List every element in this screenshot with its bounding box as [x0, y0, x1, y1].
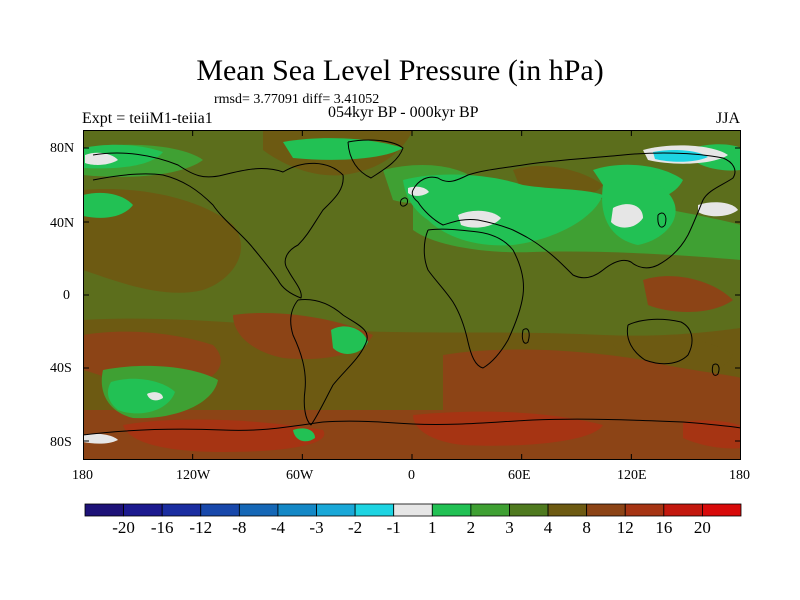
coastline-britain: [400, 197, 408, 207]
season-label: JJA: [716, 110, 741, 127]
field-zone: [83, 189, 242, 293]
colorbar-swatch: [586, 503, 626, 517]
colorbar-swatch: [161, 503, 202, 517]
colorbar-swatch: [238, 503, 279, 517]
pressure-map: [83, 130, 741, 460]
coastline-japan: [657, 212, 667, 228]
lat-label-0: 0: [63, 288, 70, 303]
colorbar-label: 16: [655, 518, 673, 537]
field-zone: [403, 174, 603, 246]
colorbar-label: -3: [309, 518, 324, 537]
colorbar-swatch: [547, 503, 588, 517]
colorbar-swatch: [200, 503, 240, 517]
field-zone: [147, 392, 163, 401]
field-zone: [698, 202, 738, 217]
colorbar-label: -2: [348, 518, 363, 537]
colorbar-label: 20: [693, 518, 711, 537]
colorbar-label: -20: [112, 518, 135, 537]
coastline-new-zealand: [711, 363, 720, 376]
colorbar-swatch: [354, 503, 395, 517]
coastline-north-america: [92, 152, 344, 299]
field-zone: [123, 419, 325, 452]
colorbar-swatch: [393, 503, 433, 517]
lon-label-120w: 120W: [176, 468, 211, 483]
lat-label-80s: 80S: [50, 435, 72, 450]
colorbar-swatch: [123, 503, 163, 517]
colorbar-label: -12: [189, 518, 213, 537]
period-label: 054kyr BP - 000kyr BP: [328, 104, 479, 121]
field-zone: [413, 411, 603, 446]
coastline-south-america: [290, 299, 368, 426]
lon-label-0: 0: [408, 468, 415, 483]
colorbar-swatch: [470, 503, 510, 517]
colorbar-swatch: [624, 503, 665, 517]
coastlines: [83, 139, 741, 436]
lon-label-180e: 180: [729, 468, 750, 483]
colorbar-label: -4: [270, 518, 286, 537]
colorbar-label: -1: [386, 518, 401, 537]
field-zone: [83, 192, 133, 218]
field-zone: [283, 138, 403, 160]
lat-label-40n: 40N: [50, 216, 75, 231]
colorbar-label: -8: [232, 518, 247, 537]
coastline-antarctica: [83, 418, 741, 436]
coastline-greenland: [347, 139, 404, 179]
latitude-ticks: [83, 147, 741, 442]
colorbar-label: 4: [543, 518, 553, 537]
colorbar-swatch: [277, 503, 317, 517]
field-zone: [683, 420, 741, 449]
colorbar-label: 3: [505, 518, 514, 537]
lat-label-40s: 40S: [50, 361, 72, 376]
colorbar-label: 12: [616, 518, 634, 537]
field-zone: [85, 152, 118, 165]
longitude-ticks: [83, 130, 741, 460]
field-zone: [331, 326, 368, 354]
colorbar-swatch: [509, 503, 549, 517]
coastline-madagascar: [521, 328, 530, 344]
field-zone: [83, 433, 118, 444]
colorbar: [84, 503, 742, 517]
chart-title: Mean Sea Level Pressure (in hPa): [196, 54, 604, 87]
field-zone: [458, 210, 501, 228]
lon-label-120e: 120E: [617, 468, 647, 483]
colorbar-label: 8: [582, 518, 591, 537]
colorbar-swatch: [702, 503, 742, 517]
colorbar-swatch: [431, 503, 472, 517]
field-zone: [293, 428, 315, 442]
colorbar-label: -16: [150, 518, 174, 537]
field-zone: [443, 349, 741, 430]
coastline-australia: [626, 318, 693, 365]
lon-label-180w: 180: [72, 468, 93, 483]
field-zone: [107, 378, 175, 414]
experiment-label: Expt = teiiM1-teiia1: [82, 110, 213, 127]
colorbar-swatch: [316, 503, 356, 517]
contour-fields: [83, 130, 741, 460]
coastline-europe-asia: [411, 152, 736, 279]
colorbar-swatch: [84, 503, 124, 517]
coastline-africa: [423, 228, 524, 369]
field-zone: [643, 276, 733, 312]
colorbar-label: 2: [466, 518, 476, 537]
statistics-text: rmsd= 3.77091 diff= 3.41052: [214, 92, 380, 107]
colorbar-swatch: [663, 503, 703, 517]
colorbar-label: 1: [428, 518, 437, 537]
lon-label-60w: 60W: [286, 468, 314, 483]
field-zone: [611, 204, 643, 228]
lon-label-60e: 60E: [508, 468, 531, 483]
lat-label-80n: 80N: [50, 141, 75, 156]
